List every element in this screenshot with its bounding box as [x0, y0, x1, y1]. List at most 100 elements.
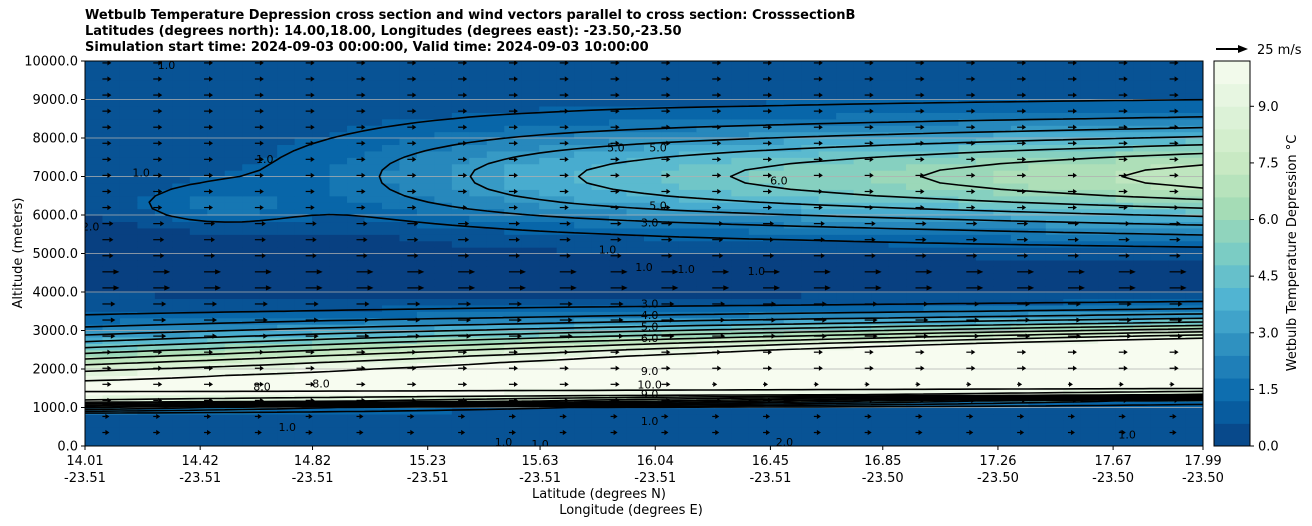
field-cell	[172, 163, 191, 171]
field-cell	[678, 259, 698, 267]
field-cell	[329, 369, 348, 377]
field-cell	[521, 247, 540, 255]
field-cell	[1010, 189, 1029, 197]
field-cell	[993, 401, 1012, 409]
wind-arrow-head	[715, 429, 720, 436]
field-cell	[381, 259, 401, 267]
field-cell	[801, 150, 820, 158]
field-cell	[766, 317, 785, 325]
field-cell	[993, 362, 1012, 370]
field-cell	[207, 240, 226, 248]
field-cell	[836, 369, 855, 377]
field-cell	[486, 413, 505, 421]
field-cell	[189, 304, 208, 312]
field-cell	[783, 227, 802, 235]
contour-label: 1.0	[256, 153, 274, 166]
field-cell	[137, 362, 156, 370]
field-cell	[609, 433, 628, 441]
field-cell	[329, 298, 348, 306]
field-cell	[766, 234, 785, 242]
field-cell	[1028, 163, 1047, 171]
field-cell	[381, 292, 401, 300]
field-cell	[906, 73, 925, 81]
field-cell	[661, 86, 680, 94]
field-cell	[347, 317, 366, 325]
x-tick-label-lat: 16.45	[752, 454, 789, 469]
wind-arrow-head	[361, 397, 366, 403]
field-cell	[1063, 272, 1082, 280]
field-cell	[888, 157, 907, 165]
field-cell	[277, 61, 296, 69]
field-cell	[1185, 189, 1203, 197]
field-cell	[1150, 375, 1169, 383]
field-cell	[224, 176, 243, 184]
field-cell	[696, 131, 715, 139]
field-cell	[277, 343, 296, 351]
field-cell	[556, 150, 575, 158]
field-cell	[993, 259, 1012, 267]
field-cell	[172, 298, 191, 306]
field-cell	[119, 285, 139, 293]
field-cell	[556, 285, 575, 293]
wind-arrow-head	[717, 76, 722, 82]
field-cell	[416, 202, 435, 210]
field-cell	[1115, 247, 1134, 255]
field-cell	[1150, 227, 1169, 235]
field-cell	[224, 93, 243, 101]
field-cell	[207, 118, 226, 126]
wind-arrow-head	[615, 140, 620, 146]
y-tick-label: 1000.0	[33, 401, 79, 416]
field-cell	[1080, 105, 1099, 113]
field-cell	[853, 215, 872, 223]
field-cell	[801, 349, 820, 357]
field-cell	[923, 240, 942, 248]
field-cell	[1168, 73, 1187, 81]
wind-arrow-head	[869, 124, 874, 130]
field-cell	[574, 311, 593, 319]
field-cell	[556, 118, 575, 126]
field-cell	[1150, 259, 1169, 267]
field-cell	[906, 247, 925, 255]
field-cell	[958, 420, 977, 428]
field-cell	[329, 176, 348, 184]
contour-label: 1.0	[641, 415, 659, 428]
field-cell	[748, 304, 767, 312]
field-cell	[259, 73, 278, 81]
field-cell	[381, 182, 401, 190]
field-cell	[486, 375, 505, 383]
wind-arrow-head	[361, 172, 366, 179]
field-cell	[294, 349, 313, 357]
field-cell	[1133, 118, 1152, 126]
field-cell	[836, 407, 855, 415]
field-cell	[154, 439, 173, 446]
field-cell	[521, 388, 540, 396]
wind-arrow-head	[107, 108, 112, 114]
field-cell	[836, 336, 855, 344]
field-cell	[1133, 439, 1152, 446]
field-cell	[277, 439, 296, 446]
field-cell	[853, 67, 872, 75]
field-cell	[1185, 176, 1203, 184]
field-cell	[1150, 163, 1169, 171]
wind-arrow-head	[869, 397, 874, 403]
wind-arrow-head	[463, 172, 468, 179]
field-cell	[644, 272, 663, 280]
field-cell	[486, 150, 505, 158]
field-cell	[259, 433, 278, 441]
field-cell	[364, 118, 383, 126]
field-cell	[713, 362, 732, 370]
field-cell	[818, 118, 837, 126]
field-cell	[713, 125, 732, 133]
field-cell	[713, 73, 732, 81]
field-cell	[801, 138, 820, 146]
wind-arrow-head	[771, 333, 777, 339]
field-cell	[731, 99, 750, 107]
field-cell	[416, 330, 435, 338]
field-cell	[696, 182, 715, 190]
field-cell	[434, 73, 453, 81]
field-cell	[591, 99, 610, 107]
field-cell	[818, 336, 837, 344]
field-cell	[591, 125, 610, 133]
field-cell	[678, 420, 698, 428]
field-cell	[416, 394, 435, 402]
